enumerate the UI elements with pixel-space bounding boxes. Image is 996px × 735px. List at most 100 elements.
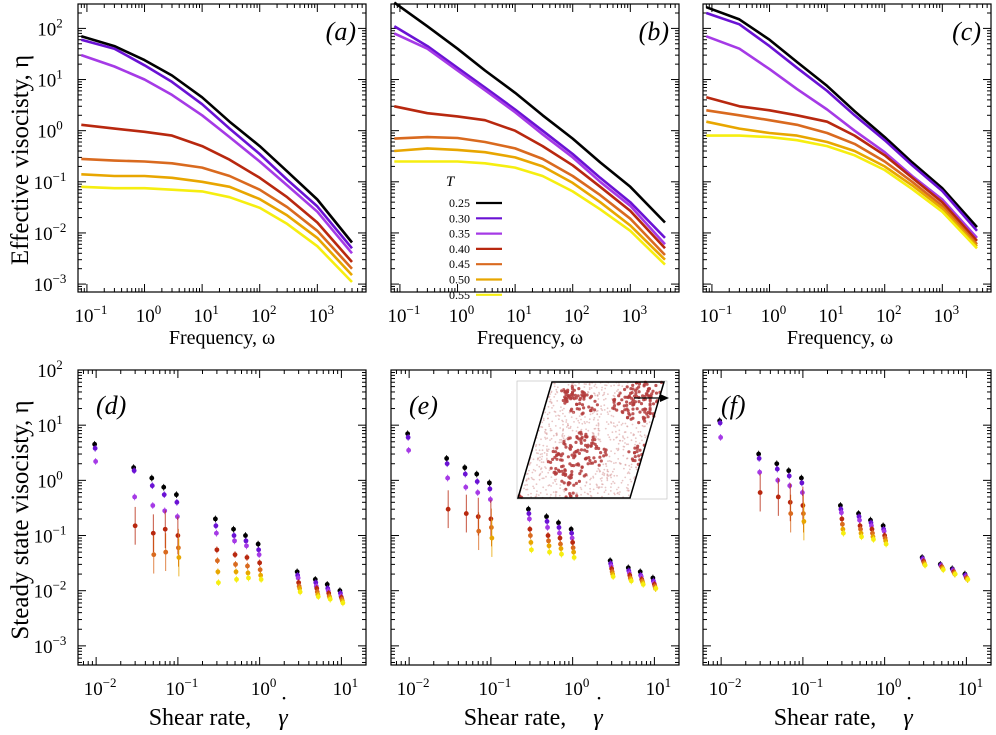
inset-particle xyxy=(617,491,619,494)
inset-particle xyxy=(554,493,557,496)
inset-particle xyxy=(570,453,574,457)
x-tick-label: 10−2 xyxy=(397,675,430,700)
inset-particle xyxy=(594,473,597,475)
inset-particle xyxy=(605,421,608,423)
data-point-0.50 xyxy=(489,535,495,541)
data-point-0.35 xyxy=(838,510,844,516)
inset-particle xyxy=(617,442,620,445)
inset-particle xyxy=(555,478,558,481)
inset-particle xyxy=(545,489,547,491)
inset-particle xyxy=(599,470,602,472)
inset-particle xyxy=(540,425,542,428)
inset-particle xyxy=(548,484,551,486)
data-point-0.40 xyxy=(527,526,533,532)
inset-particle xyxy=(588,421,591,424)
inset-particle xyxy=(564,472,568,476)
inset-particle xyxy=(637,454,641,458)
inset-particle xyxy=(559,484,562,486)
inset-particle xyxy=(557,414,560,417)
inset-particle xyxy=(536,458,539,461)
inset-particle xyxy=(594,383,597,386)
inset-particle xyxy=(543,452,546,454)
data-point-0.30 xyxy=(405,435,411,440)
inset-particle xyxy=(631,383,635,387)
inset-particle xyxy=(531,478,534,480)
data-point-0.30 xyxy=(213,523,219,529)
inset-particle xyxy=(626,409,630,413)
inset-particle xyxy=(563,407,565,410)
inset-particle xyxy=(648,394,652,398)
data-point-0.30 xyxy=(774,466,780,472)
data-point-0.55 xyxy=(653,586,659,591)
legend-label: 0.55 xyxy=(449,288,470,302)
data-point-0.30 xyxy=(474,479,480,484)
series-line-0.40 xyxy=(394,105,666,250)
data-point-0.55 xyxy=(952,571,958,577)
inset-particle xyxy=(535,449,537,451)
x-tick-label: 100 xyxy=(564,675,590,700)
inset-particle xyxy=(538,465,541,468)
data-point-0.35 xyxy=(757,469,763,475)
inset-particle xyxy=(545,475,547,478)
inset-particle xyxy=(625,403,629,407)
inset-particle xyxy=(562,412,564,415)
inset-particle xyxy=(532,468,535,471)
inset-particle xyxy=(651,402,656,406)
inset-particle xyxy=(568,492,572,496)
inset-particle xyxy=(566,422,569,425)
inset-particle xyxy=(589,413,592,416)
inset-particle xyxy=(597,467,600,470)
inset-particle xyxy=(546,457,548,460)
axes-frame-4 xyxy=(390,369,680,666)
x-axis-label-f: Shear rate, γ ˙ xyxy=(774,693,914,731)
inset-particle xyxy=(541,477,544,480)
inset-particle xyxy=(591,435,595,439)
inset-particle xyxy=(606,474,609,476)
data-point-0.35 xyxy=(174,514,180,520)
inset-particle xyxy=(567,435,570,438)
inset-particle xyxy=(542,461,545,464)
data-point-0.25 xyxy=(231,526,236,532)
x-tick-label: 101 xyxy=(506,302,532,327)
inset-particle xyxy=(558,418,560,421)
inset-particle xyxy=(607,460,609,462)
svg-text:γ: γ xyxy=(278,705,288,731)
inset-particle xyxy=(602,394,604,397)
y-tick-label: 10−1 xyxy=(34,523,67,548)
data-point-0.55 xyxy=(528,547,534,553)
inset-particle xyxy=(603,491,606,494)
inset-particle xyxy=(553,396,556,398)
inset-particle xyxy=(601,495,603,498)
inset-particle xyxy=(539,456,541,459)
inset-particle xyxy=(613,395,616,398)
inset-particle xyxy=(590,441,594,445)
x-tick-label: 103 xyxy=(934,302,960,327)
data-point-0.55 xyxy=(315,594,321,600)
series-line-0.50 xyxy=(81,173,353,276)
tick-marks xyxy=(77,3,992,665)
inset-particle xyxy=(562,423,564,426)
inset-particle xyxy=(565,426,568,428)
inset-particle xyxy=(571,383,574,385)
inset-particle xyxy=(547,471,550,474)
axes-frame-5 xyxy=(702,369,992,666)
inset-particle xyxy=(600,407,603,410)
inset-particle xyxy=(554,495,557,498)
inset-particle xyxy=(615,430,617,433)
data-point-0.40 xyxy=(463,511,469,516)
inset-particle xyxy=(606,411,609,413)
inset-particle xyxy=(535,483,538,486)
inset-particle xyxy=(612,438,615,441)
inset-particle xyxy=(575,492,578,495)
inset-particle xyxy=(538,478,541,481)
inset-particle xyxy=(636,444,640,448)
data-point-0.25 xyxy=(474,471,480,477)
inset-particle xyxy=(589,408,593,413)
inset-particle xyxy=(601,486,603,488)
legend-label: 0.35 xyxy=(449,227,470,241)
inset-particle xyxy=(540,438,542,441)
inset-particle xyxy=(560,458,564,462)
inset-particle xyxy=(535,495,538,497)
inset-particle xyxy=(609,474,612,477)
inset-particle xyxy=(626,415,630,419)
